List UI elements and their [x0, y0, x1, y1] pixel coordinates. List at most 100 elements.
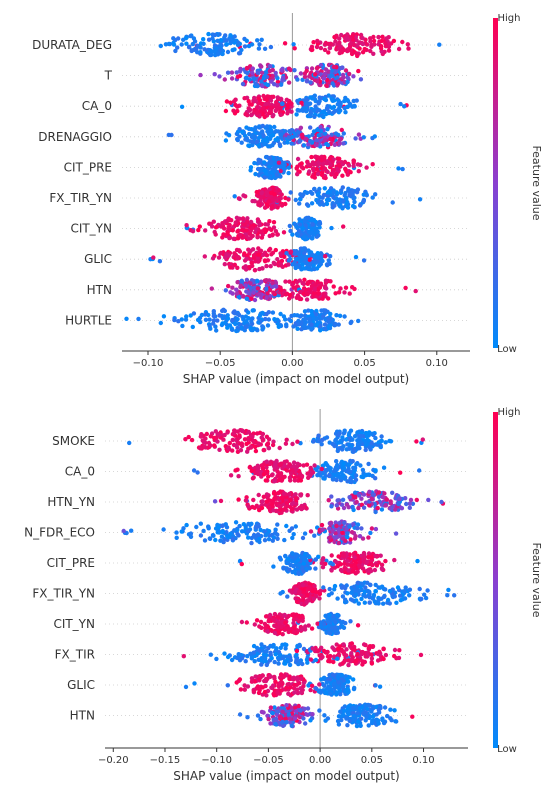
shap-point: [349, 530, 355, 535]
shap-point: [210, 256, 216, 261]
shap-point: [226, 283, 231, 289]
shap-point: [396, 655, 402, 661]
shap-point: [302, 74, 308, 80]
shap-point: [335, 448, 340, 454]
shap-point: [291, 532, 296, 537]
shap-point: [268, 79, 274, 84]
shap-point: [323, 40, 328, 46]
shap-point: [264, 311, 269, 317]
shap-point: [302, 627, 308, 632]
shap-point: [308, 189, 313, 195]
shap-point: [300, 583, 306, 588]
shap-point: [268, 98, 274, 103]
shap-point: [340, 185, 345, 190]
shap-point: [337, 141, 342, 146]
shap-point: [239, 278, 244, 283]
shap-point: [136, 316, 141, 322]
shap-point: [310, 166, 316, 172]
shap-point: [282, 254, 287, 259]
shap-point: [203, 436, 208, 441]
shap-point: [373, 476, 378, 481]
shap-point: [266, 437, 272, 442]
shap-point: [302, 552, 308, 557]
shap-point: [256, 202, 261, 207]
shap-point: [337, 40, 342, 45]
feature-label-cit-pre: CIT_PRE: [64, 160, 112, 174]
shap-point: [390, 200, 395, 205]
shap-point: [289, 506, 295, 512]
shap-point: [250, 434, 255, 439]
shap-point: [373, 589, 378, 594]
shap-point: [417, 586, 422, 592]
shap-point: [315, 171, 321, 177]
shap-point: [195, 50, 200, 55]
shap-point: [374, 601, 379, 606]
shap-point: [235, 129, 241, 134]
shap-point: [362, 600, 367, 605]
shap-point: [244, 38, 249, 43]
shap-point: [190, 229, 196, 234]
shap-point: [259, 101, 264, 107]
shap-point: [263, 614, 269, 619]
shap-point: [344, 647, 349, 652]
shap-point: [262, 621, 268, 627]
shap-point: [394, 600, 399, 605]
shap-point: [298, 125, 304, 130]
shap-point: [158, 43, 163, 49]
shap-point: [272, 495, 278, 501]
shap-point: [307, 169, 312, 174]
shap-point: [262, 205, 268, 210]
shap-point: [341, 461, 346, 466]
shap-point: [328, 136, 333, 142]
shap-point: [309, 312, 315, 317]
shap-point: [380, 494, 385, 500]
shap-point: [248, 219, 254, 225]
shap-point: [198, 434, 203, 439]
shap-point: [327, 45, 332, 51]
shap-point: [279, 67, 284, 73]
shap-point: [314, 266, 320, 271]
shap-point: [257, 674, 262, 679]
shap-point: [322, 322, 328, 327]
shap-point: [309, 322, 314, 327]
shap-point: [223, 255, 228, 260]
shap-point: [332, 142, 337, 147]
panel-1-points: [124, 31, 442, 334]
shap-point: [121, 528, 126, 534]
shap-point: [347, 71, 352, 77]
shap-point: [218, 498, 224, 504]
shap-point: [273, 229, 279, 234]
shap-point: [222, 262, 227, 267]
shap-point: [228, 290, 233, 295]
shap-point: [250, 133, 255, 139]
shap-point: [335, 81, 341, 87]
shap-point: [207, 317, 212, 322]
shap-point: [352, 465, 358, 471]
shap-point: [325, 262, 330, 267]
shap-point: [257, 124, 262, 129]
shap-point: [232, 34, 237, 39]
shap-point: [291, 460, 297, 465]
shap-point: [242, 222, 247, 227]
shap-point: [325, 169, 330, 175]
shap-point: [310, 222, 315, 227]
shap-point: [265, 323, 271, 328]
shap-point: [281, 75, 286, 80]
shap-point: [251, 650, 256, 655]
shap-point: [279, 688, 284, 693]
panel-2-gridlines: [105, 440, 468, 716]
shap-point: [339, 32, 344, 38]
shap-point: [344, 599, 349, 604]
shap-point: [335, 685, 341, 690]
shap-point: [278, 112, 283, 118]
shap-point: [237, 523, 242, 529]
shap-point: [349, 657, 355, 662]
shap-point: [233, 97, 238, 102]
shap-point: [408, 497, 414, 503]
shap-point: [322, 285, 328, 290]
shap-point: [273, 70, 278, 76]
shap-point: [306, 475, 311, 480]
shap-point: [347, 495, 352, 500]
shap-point: [337, 313, 343, 318]
shap-point: [184, 522, 189, 528]
